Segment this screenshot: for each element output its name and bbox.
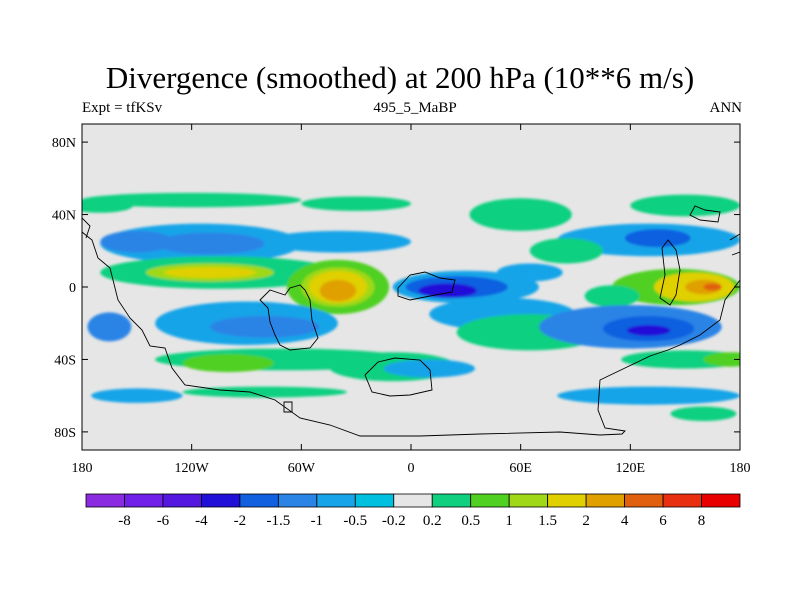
chart-title: Divergence (smoothed) at 200 hPa (10**6 … <box>105 60 695 95</box>
colorbar-label: 4 <box>621 513 629 529</box>
y-tick-label: 40N <box>52 209 76 224</box>
coastline-asia <box>659 239 681 306</box>
colorbar-label: 1.5 <box>538 513 557 529</box>
x-tick-label: 120W <box>175 461 210 476</box>
field-region <box>301 196 411 211</box>
colorbar-swatch <box>393 493 433 508</box>
field-region <box>557 386 740 405</box>
colorbar-swatch <box>701 493 741 508</box>
colorbar-swatch <box>624 493 664 508</box>
colorbar-label: 8 <box>698 513 706 529</box>
field-region <box>469 198 572 231</box>
case-label: 495_5_MaBP <box>373 100 457 116</box>
field-region <box>209 315 320 338</box>
x-tick-label: 180 <box>72 461 93 476</box>
field-region <box>584 285 640 307</box>
colorbar-swatch <box>277 493 318 508</box>
colorbar-swatch <box>662 493 702 508</box>
colorbar-label: 0.5 <box>461 513 480 529</box>
colorbar-label: -4 <box>195 513 208 529</box>
colorbar-swatch <box>354 493 395 508</box>
x-tick-label: 60E <box>509 461 532 476</box>
colorbar-swatch <box>431 493 472 508</box>
colorbar-label: -1.5 <box>266 513 290 529</box>
field-region <box>383 359 475 378</box>
field-region <box>319 279 357 302</box>
colorbar-swatch <box>547 493 587 508</box>
field-region <box>100 230 174 253</box>
colorbar-swatch <box>201 493 241 508</box>
colorbar-swatch <box>162 493 202 508</box>
field-region <box>496 263 563 282</box>
coastline-northwest-americas <box>82 217 91 239</box>
field-region <box>670 406 737 422</box>
colorbar-label: -1 <box>311 513 324 529</box>
colorbar-swatch <box>585 493 625 508</box>
colorbar-swatch <box>316 493 356 508</box>
field-region <box>264 230 411 253</box>
field-region <box>418 283 477 298</box>
colorbar-label: 6 <box>659 513 667 529</box>
field-region <box>703 352 740 367</box>
x-tick-label: 60W <box>288 461 316 476</box>
colorbar-swatch <box>85 493 125 508</box>
y-tick-label: 80N <box>52 136 76 151</box>
field-region <box>82 192 302 208</box>
colorbar-label: -6 <box>157 513 170 529</box>
field-region <box>87 312 132 342</box>
x-tick-label: 120E <box>616 461 646 476</box>
colorbar-label: 2 <box>582 513 590 529</box>
colorbar-label: -2 <box>234 513 247 529</box>
coastline-south-america <box>397 271 456 301</box>
field-region <box>164 267 256 278</box>
coastline-antarctic-islet <box>283 401 293 413</box>
colorbar-swatch <box>508 493 549 508</box>
y-tick-label: 80S <box>54 426 76 441</box>
field-region <box>182 386 348 398</box>
colorbar-label: -8 <box>118 513 131 529</box>
coastline-africa <box>259 284 319 351</box>
field-region <box>703 283 722 291</box>
field-region <box>624 229 691 248</box>
colorbar-label: 0.2 <box>423 513 442 529</box>
x-tick-label: 180 <box>730 461 751 476</box>
experiment-label: Expt = tfKSv <box>82 100 163 116</box>
field-region <box>91 388 183 403</box>
colorbar-swatch <box>239 493 279 508</box>
colorbar-label: -0.5 <box>343 513 367 529</box>
coastline-australia <box>364 357 433 397</box>
field-region <box>626 325 671 336</box>
y-tick-label: 0 <box>69 281 76 296</box>
colorbar-swatch <box>124 493 164 508</box>
field-region <box>630 194 740 217</box>
field-region <box>182 354 274 373</box>
y-tick-label: 40S <box>54 353 76 368</box>
coastline-east <box>729 233 740 256</box>
field-region <box>529 238 603 264</box>
coastline-northwest <box>689 205 721 223</box>
x-tick-label: 0 <box>408 461 415 476</box>
field-region <box>155 232 265 255</box>
colorbar-swatch <box>470 493 510 508</box>
coastline-americas <box>82 231 740 437</box>
colorbar-label: -0.2 <box>382 513 406 529</box>
colorbar-label: 1 <box>505 513 513 529</box>
season-label: ANN <box>709 100 743 116</box>
